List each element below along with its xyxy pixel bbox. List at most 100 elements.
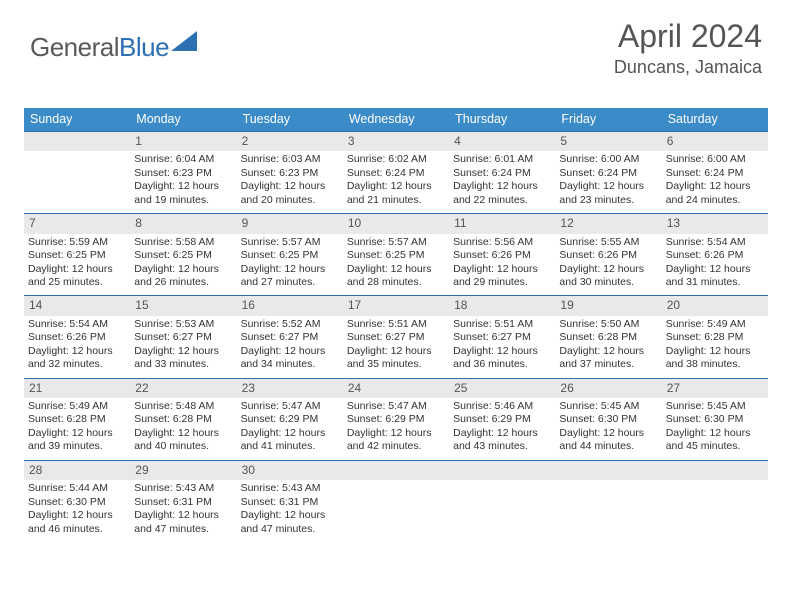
daynum-row: 30 [237,460,343,480]
daynum-row: 13 [662,213,768,233]
day2-text: and 19 minutes. [134,194,232,207]
day-cell: 22Sunrise: 5:48 AMSunset: 6:28 PMDayligh… [130,378,236,460]
day-cell: 13Sunrise: 5:54 AMSunset: 6:26 PMDayligh… [662,213,768,295]
empty-cell [662,460,768,542]
day-content: Sunrise: 5:49 AMSunset: 6:28 PMDaylight:… [666,318,764,372]
day-cell: 11Sunrise: 5:56 AMSunset: 6:26 PMDayligh… [449,213,555,295]
day-content: Sunrise: 5:51 AMSunset: 6:27 PMDaylight:… [453,318,551,372]
day-cell: 15Sunrise: 5:53 AMSunset: 6:27 PMDayligh… [130,295,236,377]
day1-text: Daylight: 12 hours [241,427,339,440]
logo-word1: General [30,32,119,62]
day1-text: Daylight: 12 hours [28,345,126,358]
day-number: 11 [454,216,466,230]
sunrise-text: Sunrise: 5:47 AM [241,400,339,413]
day-content: Sunrise: 5:50 AMSunset: 6:28 PMDaylight:… [559,318,657,372]
sunrise-text: Sunrise: 5:53 AM [134,318,232,331]
day1-text: Daylight: 12 hours [241,180,339,193]
day-content: Sunrise: 5:49 AMSunset: 6:28 PMDaylight:… [28,400,126,454]
day-content: Sunrise: 6:00 AMSunset: 6:24 PMDaylight:… [559,153,657,207]
day-cell: 27Sunrise: 5:45 AMSunset: 6:30 PMDayligh… [662,378,768,460]
sunrise-text: Sunrise: 5:54 AM [28,318,126,331]
day1-text: Daylight: 12 hours [666,180,764,193]
daynum-row: 23 [237,378,343,398]
daynum-row: 24 [343,378,449,398]
logo-text: GeneralBlue [30,32,169,63]
day-number: 13 [667,216,680,230]
daynum-row: 27 [662,378,768,398]
day2-text: and 24 minutes. [666,194,764,207]
empty-cell [24,131,130,213]
daynum-row: 19 [555,295,661,315]
sunrise-text: Sunrise: 5:48 AM [134,400,232,413]
sunset-text: Sunset: 6:31 PM [134,496,232,509]
day1-text: Daylight: 12 hours [453,263,551,276]
day2-text: and 30 minutes. [559,276,657,289]
day-number: 2 [242,134,249,148]
sunrise-text: Sunrise: 5:45 AM [559,400,657,413]
sunset-text: Sunset: 6:30 PM [28,496,126,509]
sunrise-text: Sunrise: 5:44 AM [28,482,126,495]
daynum-row [449,460,555,480]
daynum-row: 14 [24,295,130,315]
day1-text: Daylight: 12 hours [134,427,232,440]
day2-text: and 22 minutes. [453,194,551,207]
day2-text: and 33 minutes. [134,358,232,371]
sunrise-text: Sunrise: 5:59 AM [28,236,126,249]
sunrise-text: Sunrise: 5:45 AM [666,400,764,413]
sunset-text: Sunset: 6:27 PM [453,331,551,344]
day-cell: 8Sunrise: 5:58 AMSunset: 6:25 PMDaylight… [130,213,236,295]
day-header: Tuesday [237,108,343,131]
day-number: 29 [135,463,148,477]
sunrise-text: Sunrise: 5:57 AM [241,236,339,249]
day-number: 10 [348,216,361,230]
day-number: 5 [560,134,567,148]
sunrise-text: Sunrise: 5:52 AM [241,318,339,331]
daynum-row: 25 [449,378,555,398]
daynum-row: 28 [24,460,130,480]
sunset-text: Sunset: 6:26 PM [453,249,551,262]
day2-text: and 43 minutes. [453,440,551,453]
day-content: Sunrise: 5:46 AMSunset: 6:29 PMDaylight:… [453,400,551,454]
sunset-text: Sunset: 6:26 PM [666,249,764,262]
calendar: SundayMondayTuesdayWednesdayThursdayFrid… [24,108,768,542]
sunrise-text: Sunrise: 5:54 AM [666,236,764,249]
day-cell: 18 Sunrise: 5:51 AMSunset: 6:27 PMDayligh… [449,295,555,377]
day1-text: Daylight: 12 hours [28,509,126,522]
sunset-text: Sunset: 6:24 PM [453,167,551,180]
day-number: 17 [348,298,361,312]
day-cell: 9Sunrise: 5:57 AMSunset: 6:25 PMDaylight… [237,213,343,295]
day-number: 22 [135,381,148,395]
day1-text: Daylight: 12 hours [134,180,232,193]
day1-text: Daylight: 12 hours [559,427,657,440]
daynum-row: 11 [449,213,555,233]
day2-text: and 38 minutes. [666,358,764,371]
daynum-row: 3 [343,131,449,151]
day-content: Sunrise: 6:03 AMSunset: 6:23 PMDaylight:… [241,153,339,207]
daynum-row [662,460,768,480]
day-content: Sunrise: 6:00 AMSunset: 6:24 PMDaylight:… [666,153,764,207]
day-number: 7 [29,216,36,230]
day2-text: and 31 minutes. [666,276,764,289]
daynum-row: 12 [555,213,661,233]
day1-text: Daylight: 12 hours [559,345,657,358]
header: GeneralBlue April 2024 Duncans, Jamaica [0,0,792,100]
daynum-row: 9 [237,213,343,233]
day-content: Sunrise: 5:45 AMSunset: 6:30 PMDaylight:… [666,400,764,454]
sunset-text: Sunset: 6:27 PM [241,331,339,344]
day1-text: Daylight: 12 hours [347,427,445,440]
day-number: 15 [135,298,148,312]
sunrise-text: Sunrise: 6:03 AM [241,153,339,166]
day1-text: Daylight: 12 hours [347,180,445,193]
day1-text: Daylight: 12 hours [453,427,551,440]
day-cell: 19 Sunrise: 5:50 AMSunset: 6:28 PMDayligh… [555,295,661,377]
day-cell: 7Sunrise: 5:59 AMSunset: 6:25 PMDaylight… [24,213,130,295]
daynum-row: 8 [130,213,236,233]
week-row: 21Sunrise: 5:49 AMSunset: 6:28 PMDayligh… [24,378,768,460]
sunset-text: Sunset: 6:28 PM [28,413,126,426]
day-cell: 20Sunrise: 5:49 AMSunset: 6:28 PMDayligh… [662,295,768,377]
sunrise-text: Sunrise: 5:50 AM [559,318,657,331]
day2-text: and 44 minutes. [559,440,657,453]
daynum-row: 18 [449,295,555,315]
daynum-row: 1 [130,131,236,151]
day2-text: and 26 minutes. [134,276,232,289]
